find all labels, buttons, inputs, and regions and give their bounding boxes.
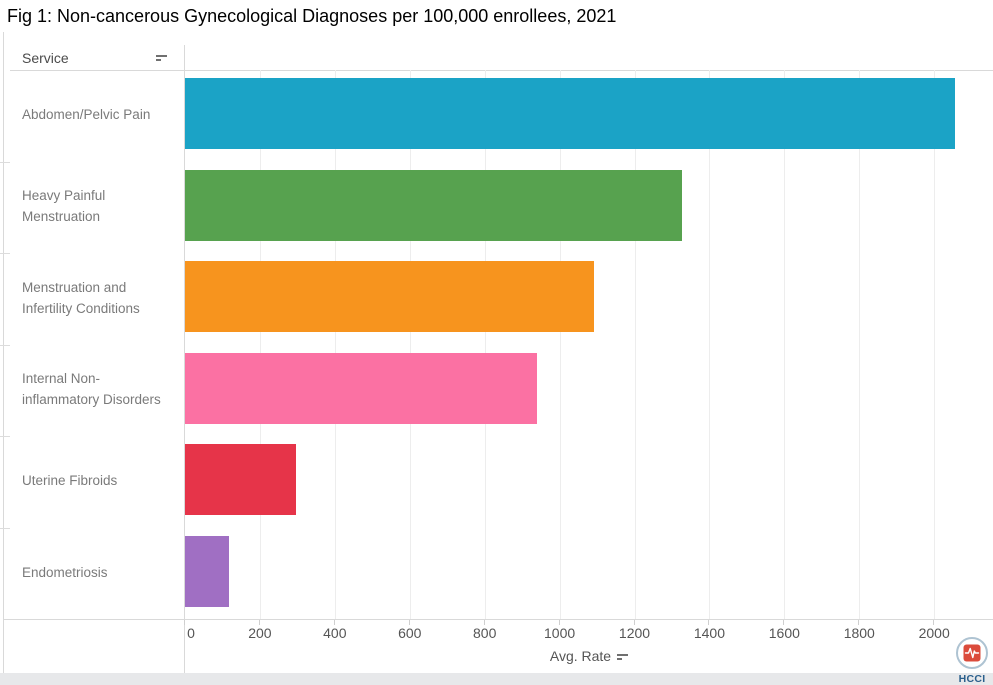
category-label[interactable]: Endometriosis bbox=[22, 564, 108, 580]
sort-descending-icon[interactable] bbox=[617, 654, 629, 661]
hcci-logo-text: HCCI bbox=[958, 673, 986, 685]
axis-tick-label: 1200 bbox=[618, 625, 651, 641]
x-axis-title-row: Avg. Rate bbox=[185, 648, 993, 664]
header-underline bbox=[10, 70, 993, 71]
axis-tick-600 bbox=[408, 620, 410, 625]
category-label[interactable]: Abdomen/Pelvic Pain bbox=[22, 107, 151, 123]
axis-tick-1400 bbox=[708, 620, 710, 625]
hcci-pulse-icon bbox=[956, 637, 988, 669]
axis-tick-0 bbox=[184, 620, 185, 625]
bar-endometriosis[interactable] bbox=[185, 535, 230, 607]
axis-tick-200 bbox=[258, 620, 260, 625]
gridline-800 bbox=[484, 70, 486, 619]
axis-tick-1800 bbox=[858, 620, 860, 625]
row-divider-tick bbox=[0, 161, 10, 163]
gridline-1000 bbox=[559, 70, 561, 619]
gridline-1800 bbox=[859, 70, 861, 619]
axis-tick-1600 bbox=[783, 620, 785, 625]
category-label[interactable]: Menstruation and Infertility Conditions bbox=[22, 279, 140, 316]
bar-menstruation-and-infertility-conditions[interactable] bbox=[185, 261, 594, 332]
bottom-scrollbar-strip bbox=[0, 673, 993, 685]
gridline-2000 bbox=[934, 70, 936, 619]
sheet-left-border bbox=[3, 32, 4, 674]
row-divider-tick bbox=[0, 527, 10, 529]
bar-internal-non-inflammatory-disorders[interactable] bbox=[185, 352, 538, 424]
bar-heavy-painful-menstruation[interactable] bbox=[185, 169, 682, 241]
category-label[interactable]: Heavy Painful Menstruation bbox=[22, 188, 106, 225]
row-divider-tick bbox=[0, 253, 10, 254]
gridline-200 bbox=[259, 70, 261, 619]
axis-tick-label: 1800 bbox=[843, 625, 875, 641]
hcci-logo: HCCI bbox=[953, 636, 991, 685]
gridline-600 bbox=[409, 70, 411, 619]
service-column-header[interactable]: Service bbox=[22, 50, 69, 66]
axis-tick-800 bbox=[483, 620, 485, 625]
axis-tick-label: 200 bbox=[248, 625, 272, 641]
axis-tick-label: 1600 bbox=[768, 625, 800, 641]
gridline-1400 bbox=[709, 70, 711, 619]
row-divider-tick bbox=[0, 436, 10, 437]
bar-uterine-fibroids[interactable] bbox=[185, 444, 297, 515]
category-label[interactable]: Internal Non-inflammatory Disorders bbox=[22, 371, 161, 408]
axis-tick-label: 0 bbox=[187, 625, 195, 641]
axis-tick-label: 1400 bbox=[693, 625, 725, 641]
axis-tick-label: 1000 bbox=[544, 625, 576, 641]
axis-tick-1200 bbox=[633, 620, 635, 625]
chart-title: Fig 1: Non-cancerous Gynecological Diagn… bbox=[7, 6, 617, 26]
labels-chart-separator bbox=[184, 45, 185, 674]
x-axis-title[interactable]: Avg. Rate bbox=[549, 648, 612, 664]
axis-tick-label: 400 bbox=[323, 625, 347, 641]
axis-tick-label: 800 bbox=[472, 625, 497, 641]
bar-abdomen-pelvic-pain[interactable] bbox=[185, 78, 955, 149]
axis-tick-1000 bbox=[558, 620, 560, 625]
axis-tick-label: 2000 bbox=[918, 625, 950, 641]
axis-tick-2000 bbox=[933, 620, 935, 625]
x-axis-line bbox=[3, 619, 993, 620]
category-labels-column: Abdomen/Pelvic Pain Heavy Painful Menstru… bbox=[10, 70, 184, 619]
gridline-1600 bbox=[784, 70, 786, 619]
axis-tick-label: 600 bbox=[398, 625, 422, 641]
category-label[interactable]: Uterine Fibroids bbox=[22, 473, 118, 489]
sort-descending-icon[interactable] bbox=[156, 55, 167, 61]
gridline-400 bbox=[334, 70, 336, 619]
row-divider-tick bbox=[0, 344, 10, 346]
gridline-1200 bbox=[634, 70, 636, 619]
axis-tick-400 bbox=[333, 620, 335, 625]
plot-area bbox=[185, 70, 993, 619]
